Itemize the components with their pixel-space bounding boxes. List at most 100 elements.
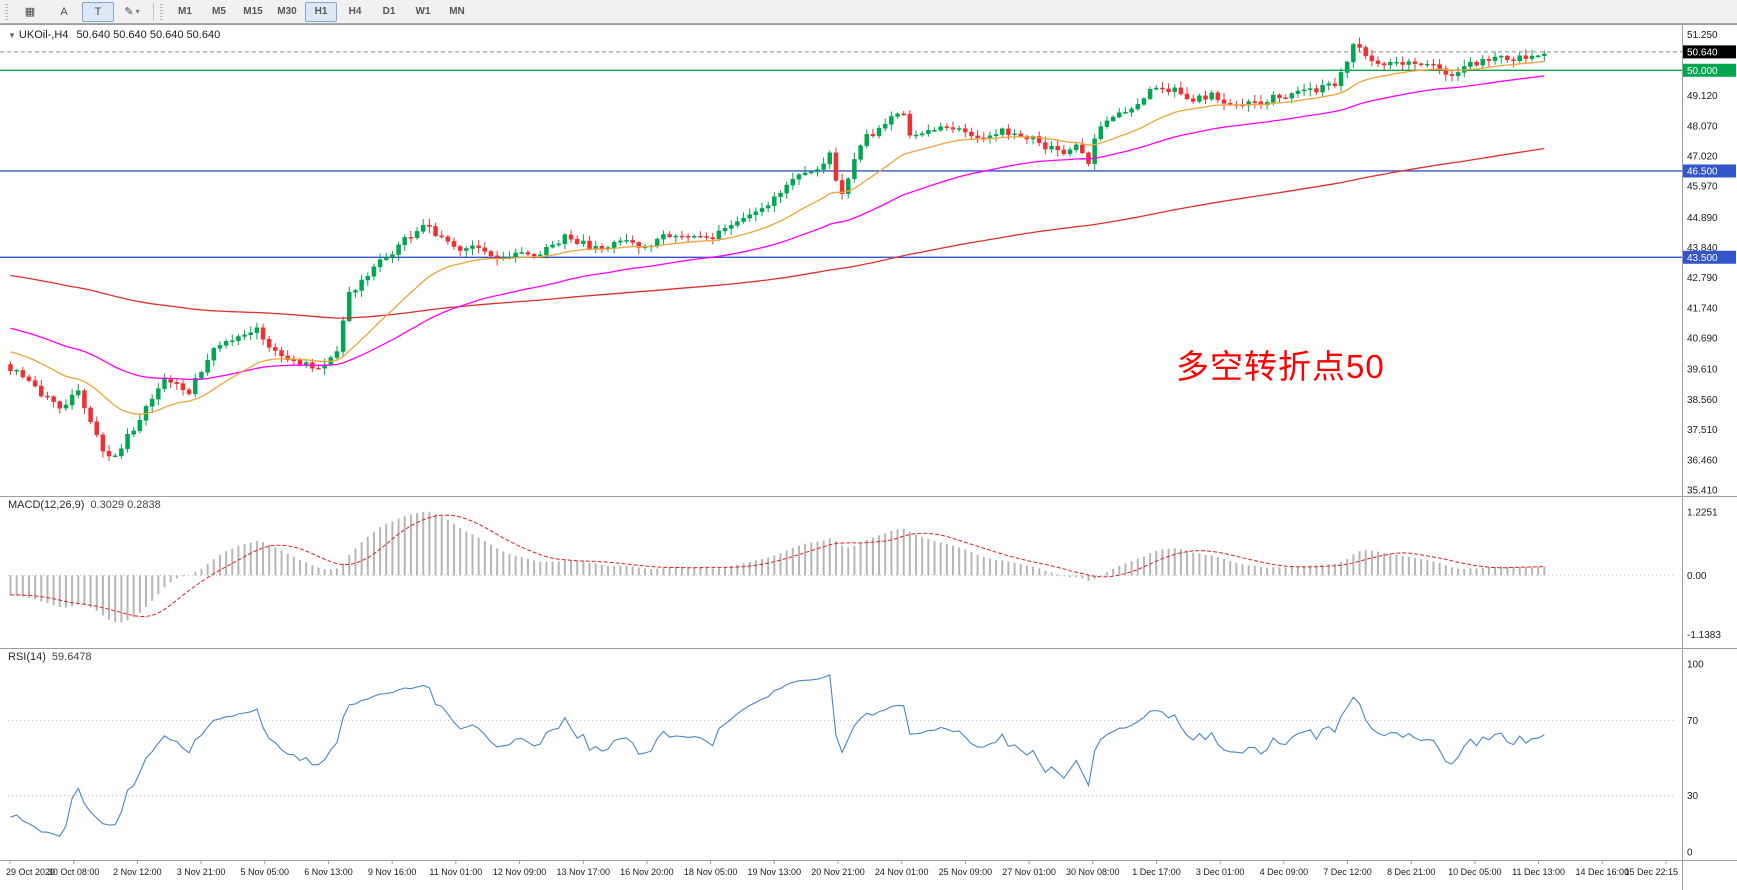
svg-text:37.510: 37.510 xyxy=(1687,425,1718,436)
timeframe-button-mn[interactable]: MN xyxy=(449,6,465,17)
toolbar-drag-handle[interactable] xyxy=(5,3,8,20)
svg-text:19 Nov 13:00: 19 Nov 13:00 xyxy=(748,867,802,877)
svg-text:1.2251: 1.2251 xyxy=(1687,507,1718,518)
svg-text:25 Nov 09:00: 25 Nov 09:00 xyxy=(939,867,993,877)
symbol-label: UKOil-,H4 xyxy=(18,29,69,41)
timeframe-buttons-group: M1 M5 M15 M30 H1 H4 D1 W1 MN xyxy=(168,1,474,22)
collapse-triangle-icon[interactable]: ▼ xyxy=(8,31,16,40)
rsi-line xyxy=(10,674,1545,837)
svg-text:40.690: 40.690 xyxy=(1687,334,1718,345)
text-tool[interactable]: T xyxy=(82,1,114,22)
ohlc-values: 50.640 50.640 50.640 50.640 xyxy=(76,29,221,41)
moving-average-lines xyxy=(10,60,1545,415)
timeframe-button-m30[interactable]: M30 xyxy=(277,6,297,17)
svg-text:15 Dec 22:15: 15 Dec 22:15 xyxy=(1624,867,1678,877)
svg-text:11 Dec 13:00: 11 Dec 13:00 xyxy=(1512,867,1565,877)
macd-values: 0.3029 0.2838 xyxy=(90,499,161,511)
chart-grid-icon[interactable]: ▦ xyxy=(24,6,36,18)
svg-text:49.120: 49.120 xyxy=(1687,91,1718,102)
svg-text:11 Nov 01:00: 11 Nov 01:00 xyxy=(429,867,482,877)
svg-text:39.610: 39.610 xyxy=(1687,365,1718,376)
svg-text:48.070: 48.070 xyxy=(1687,121,1718,132)
svg-text:24 Nov 01:00: 24 Nov 01:00 xyxy=(875,867,929,877)
ma-21-line xyxy=(10,60,1545,415)
price-badge xyxy=(1683,250,1736,264)
rsi-value: 59.6478 xyxy=(51,651,92,663)
svg-text:50.640: 50.640 xyxy=(1687,47,1718,58)
svg-text:2 Nov 12:00: 2 Nov 12:00 xyxy=(113,867,162,877)
draw-tool[interactable]: ✎ ▾ xyxy=(124,6,140,18)
svg-text:30: 30 xyxy=(1687,791,1699,802)
timeframe-button-m1[interactable]: M1 xyxy=(178,6,192,17)
svg-text:47.020: 47.020 xyxy=(1687,152,1718,163)
svg-text:-1.1383: -1.1383 xyxy=(1687,630,1721,641)
rsi-name: RSI(14) xyxy=(8,651,46,663)
svg-text:41.740: 41.740 xyxy=(1687,303,1718,314)
timeframe-button-m15[interactable]: M15 xyxy=(243,6,263,17)
svg-text:8 Dec 21:00: 8 Dec 21:00 xyxy=(1387,867,1436,877)
svg-text:45.970: 45.970 xyxy=(1687,182,1718,193)
chart-tools-group: ▦ A T ✎ ▾ xyxy=(13,1,149,22)
svg-text:44.890: 44.890 xyxy=(1687,213,1718,224)
svg-text:12 Nov 09:00: 12 Nov 09:00 xyxy=(493,867,547,877)
svg-text:1 Dec 17:00: 1 Dec 17:00 xyxy=(1132,867,1181,877)
svg-text:14 Dec 16:00: 14 Dec 16:00 xyxy=(1576,867,1630,877)
svg-text:3 Nov 21:00: 3 Nov 21:00 xyxy=(177,867,226,877)
svg-text:51.250: 51.250 xyxy=(1687,30,1718,41)
svg-text:36.460: 36.460 xyxy=(1687,455,1718,466)
svg-text:0: 0 xyxy=(1687,848,1693,859)
svg-text:10 Dec 05:00: 10 Dec 05:00 xyxy=(1448,867,1502,877)
svg-text:16 Nov 20:00: 16 Nov 20:00 xyxy=(620,867,674,877)
chart-frame xyxy=(0,24,1737,890)
timeframe-button-h1[interactable]: H1 xyxy=(305,1,337,22)
svg-text:30 Nov 08:00: 30 Nov 08:00 xyxy=(1066,867,1120,877)
rsi-indicator-label: RSI(14) 59.6478 xyxy=(8,651,92,663)
price-badge xyxy=(1683,164,1736,178)
svg-text:3 Dec 01:00: 3 Dec 01:00 xyxy=(1196,867,1245,877)
annotate-a-tool[interactable]: A xyxy=(60,5,68,18)
svg-text:4 Dec 09:00: 4 Dec 09:00 xyxy=(1260,867,1309,877)
svg-text:7 Dec 12:00: 7 Dec 12:00 xyxy=(1323,867,1372,877)
horizontal-level-lines xyxy=(0,51,1682,258)
price-axis: 51.250 49.120 48.070 47.020 45.970 44.890 43.8… xyxy=(1687,30,1721,859)
toolbar-separator xyxy=(153,2,154,21)
svg-text:30 Oct 08:00: 30 Oct 08:00 xyxy=(48,867,100,877)
macd-name: MACD(12,26,9) xyxy=(8,499,85,511)
svg-text:38.560: 38.560 xyxy=(1687,395,1718,406)
timeframe-button-w1[interactable]: W1 xyxy=(415,6,431,17)
chart-window: 51.250 49.120 48.070 47.020 45.970 44.890 43.8… xyxy=(0,24,1737,890)
rsi-panel xyxy=(8,674,1676,837)
timeframe-toolbar-drag-handle[interactable] xyxy=(160,3,163,20)
svg-text:27 Nov 01:00: 27 Nov 01:00 xyxy=(1002,867,1056,877)
svg-text:18 Nov 05:00: 18 Nov 05:00 xyxy=(684,867,738,877)
ma-55-line xyxy=(10,75,1545,381)
top-toolbar: ▦ A T ✎ ▾ M1 M5 M15 M30 H1 H4 D1 W1 MN xyxy=(0,0,1737,24)
svg-text:100: 100 xyxy=(1687,660,1704,671)
svg-text:9 Nov 16:00: 9 Nov 16:00 xyxy=(368,867,417,877)
svg-text:43.500: 43.500 xyxy=(1687,253,1718,264)
candlestick-series xyxy=(8,37,1547,461)
svg-text:43.840: 43.840 xyxy=(1687,243,1718,254)
svg-text:50.000: 50.000 xyxy=(1687,66,1718,77)
svg-text:35.410: 35.410 xyxy=(1687,486,1718,497)
price-axis-badges: 50.640 50.000 46.500 43.500 xyxy=(1683,45,1736,264)
timeframe-button-d1[interactable]: D1 xyxy=(382,6,396,17)
timeframe-button-h4[interactable]: H4 xyxy=(348,6,362,17)
macd-signal-line xyxy=(10,514,1545,617)
timeframe-button-m5[interactable]: M5 xyxy=(212,6,226,17)
chart-text-annotation[interactable]: 多空转折点50 xyxy=(1176,348,1385,385)
svg-text:46.500: 46.500 xyxy=(1687,166,1718,177)
svg-text:70: 70 xyxy=(1687,716,1699,727)
chart-canvas[interactable]: 51.250 49.120 48.070 47.020 45.970 44.890 43.8… xyxy=(0,24,1737,890)
ma-200-line xyxy=(10,147,1545,319)
svg-text:6 Nov 13:00: 6 Nov 13:00 xyxy=(304,867,353,877)
svg-text:42.790: 42.790 xyxy=(1687,273,1718,284)
chevron-down-icon: ▾ xyxy=(135,7,140,16)
svg-text:20 Nov 21:00: 20 Nov 21:00 xyxy=(811,867,865,877)
svg-text:29 Oct 2020: 29 Oct 2020 xyxy=(6,867,55,877)
macd-indicator-label: MACD(12,26,9) 0.3029 0.2838 xyxy=(8,499,161,511)
svg-text:0.00: 0.00 xyxy=(1687,571,1707,582)
symbol-ohlc-header[interactable]: ▼ UKOil-,H4 50.640 50.640 50.640 50.640 xyxy=(8,29,220,41)
